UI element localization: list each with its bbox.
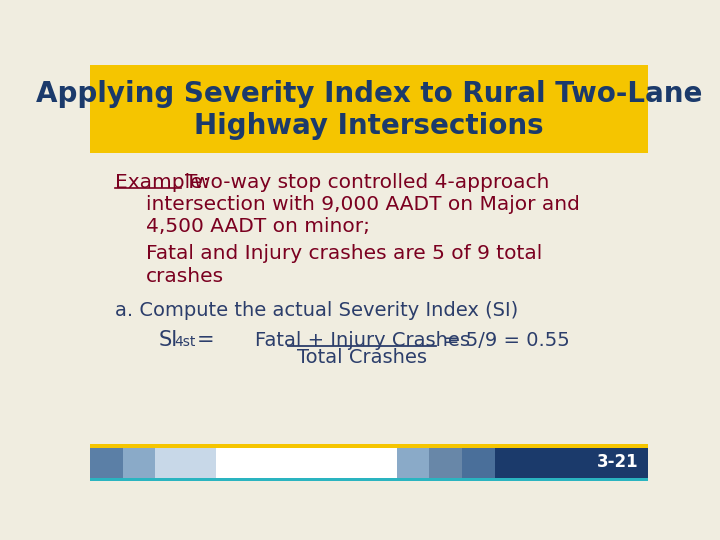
Bar [90,448,122,477]
Text: Fatal + Injury Crashes: Fatal + Injury Crashes [255,331,469,350]
Text: Highway Intersections: Highway Intersections [194,112,544,140]
Text: Applying Severity Index to Rural Two-Lane: Applying Severity Index to Rural Two-Lan… [36,80,702,108]
Text: crashes: crashes [145,267,224,286]
Bar [276,448,336,477]
Bar [90,444,648,448]
Bar [429,448,462,477]
Bar [155,448,215,477]
Text: SI: SI [158,330,177,350]
Text: 4st: 4st [174,335,196,349]
Bar [397,448,429,477]
Bar [90,477,648,481]
Bar [90,65,648,153]
Bar [462,448,495,477]
Bar [122,448,155,477]
Bar [90,444,648,477]
Bar [336,448,397,477]
Text: 4,500 AADT on minor;: 4,500 AADT on minor; [145,217,370,237]
Text: intersection with 9,000 AADT on Major and: intersection with 9,000 AADT on Major an… [145,195,580,214]
Text: 3-21: 3-21 [597,453,639,471]
Bar [215,448,276,477]
Text: =: = [197,330,215,350]
Text: Two-way stop controlled 4-approach: Two-way stop controlled 4-approach [184,173,549,192]
Text: Total Crashes: Total Crashes [297,348,427,367]
Text: = 5/9 = 0.55: = 5/9 = 0.55 [443,331,570,350]
Text: Fatal and Injury crashes are 5 of 9 total: Fatal and Injury crashes are 5 of 9 tota… [145,244,542,263]
Text: Example:: Example: [114,173,216,192]
Text: a. Compute the actual Severity Index (SI): a. Compute the actual Severity Index (SI… [114,301,518,320]
